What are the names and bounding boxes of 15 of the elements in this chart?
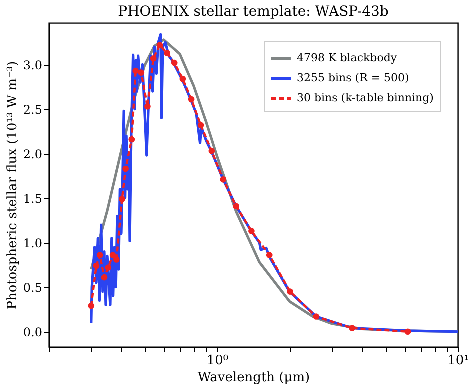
y-tick-label: 3.0 xyxy=(23,58,42,72)
legend-label: 4798 K blackbody xyxy=(297,52,398,64)
y-tick-label: 1.5 xyxy=(23,192,42,206)
y-axis-title: Photospheric stellar flux (10¹³ W m⁻³) xyxy=(5,61,20,310)
x-tick-label: 10⁰ xyxy=(206,354,229,368)
y-tick-label: 0.0 xyxy=(23,325,42,340)
chart-title: PHOENIX stellar template: WASP-43b xyxy=(118,4,389,20)
y-tick-label: 2.0 xyxy=(23,147,42,162)
legend-label: 3255 bins (R = 500) xyxy=(297,72,410,84)
legend-label: 30 bins (k-table binning) xyxy=(297,92,434,104)
x-tick-label: 10¹ xyxy=(448,354,470,368)
y-tick-label: 2.5 xyxy=(23,102,42,117)
y-tick-label: 1.0 xyxy=(23,236,42,250)
y-tick-label: 0.5 xyxy=(23,280,42,295)
x-axis-title: Wavelength (μm) xyxy=(198,370,310,386)
